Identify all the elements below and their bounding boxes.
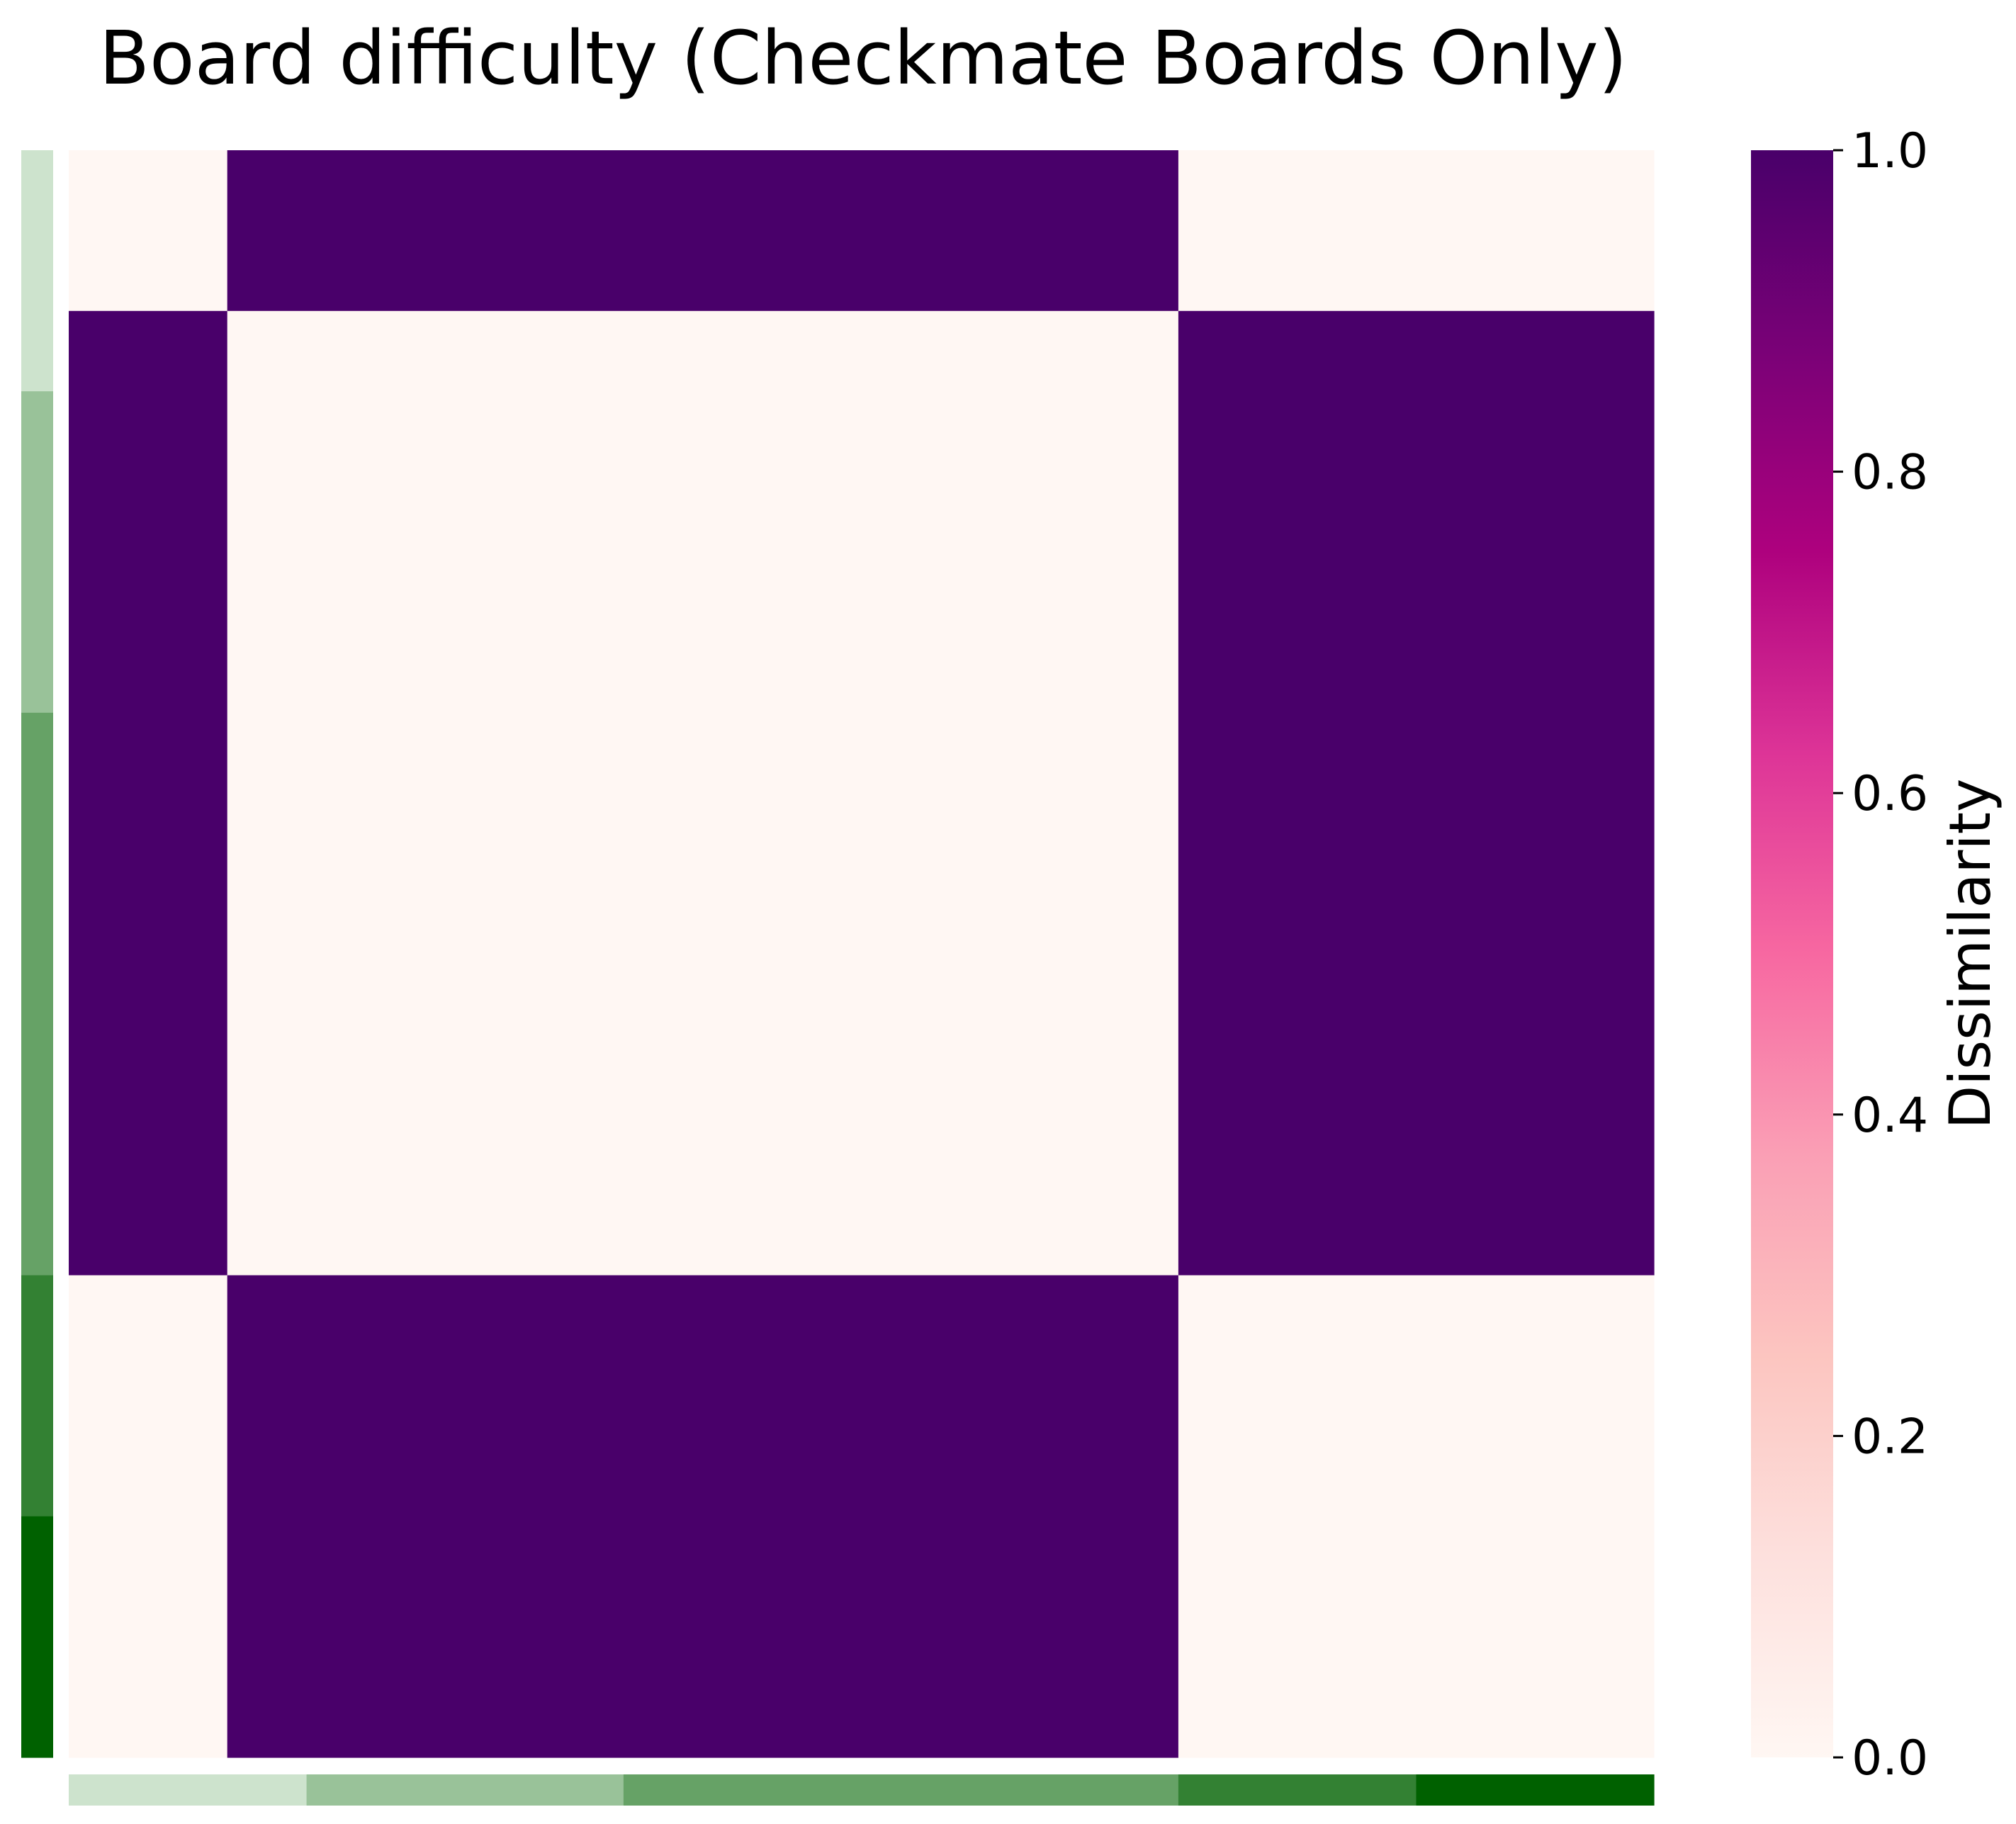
heatmap-cell — [1178, 150, 1655, 312]
colorbar-tick-label: 0.2 — [1852, 1409, 1928, 1465]
row-color-segment — [21, 1275, 53, 1517]
heatmap-cell — [227, 310, 1179, 1276]
colorbar-tick-label: 0.6 — [1852, 766, 1928, 822]
row-color-segment — [21, 150, 53, 392]
row-color-segment — [21, 712, 53, 1276]
colorbar-label: Dissimilarity — [1937, 779, 2003, 1130]
column-color-segment — [623, 1774, 1179, 1806]
row-color-segment — [21, 391, 53, 714]
chart-title: Board difficulty (Checkmate Boards Only) — [99, 15, 1628, 101]
column-color-strip — [69, 1774, 1655, 1806]
heatmap-cell — [1178, 1275, 1655, 1758]
heatmap-cell — [1178, 310, 1655, 1276]
column-color-segment — [1178, 1774, 1417, 1806]
colorbar — [1751, 150, 1833, 1757]
colorbar-ticks: 0.0 0.2 0.4 0.6 0.8 1.0 — [1833, 123, 1928, 1786]
row-color-segment — [21, 1516, 53, 1758]
colorbar-tick-label: 0.4 — [1852, 1088, 1928, 1144]
colorbar-tick-label: 0.8 — [1852, 445, 1928, 501]
heatmap-cell — [69, 310, 228, 1276]
heatmap-cell — [69, 1275, 228, 1758]
heatmap-cell — [227, 1275, 1179, 1758]
heatmap-cells — [69, 150, 1655, 1758]
row-color-strip — [21, 150, 53, 1758]
column-color-segment — [69, 1774, 308, 1806]
colorbar-tick-label: 0.0 — [1852, 1730, 1928, 1786]
heatmap-cell — [227, 150, 1179, 312]
colorbar-tick-label: 1.0 — [1852, 123, 1928, 179]
column-color-segment — [1416, 1774, 1655, 1806]
heatmap-cell — [69, 150, 228, 312]
column-color-segment — [306, 1774, 624, 1806]
